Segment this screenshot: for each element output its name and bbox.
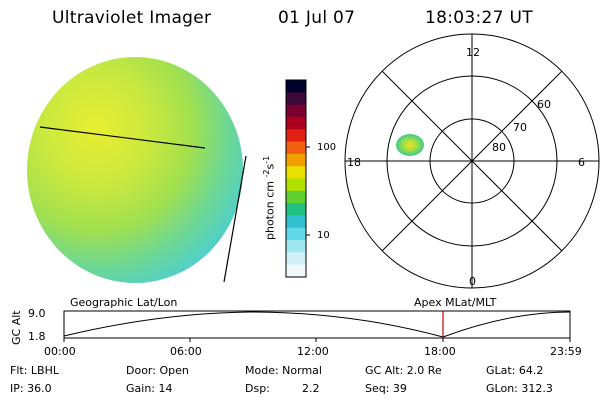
colorbar-swatch: [286, 178, 306, 192]
colorbar-swatch: [286, 141, 306, 155]
polar-plot: [344, 33, 600, 289]
time-tick-2359: 23:59: [550, 345, 582, 358]
polar-diagonal-2: [381, 70, 563, 252]
date-text: 01 Jul 07: [278, 8, 356, 28]
polar-label-12: 12: [466, 46, 480, 59]
glat-info: GLat: 64.2: [486, 364, 544, 377]
colorbar-swatch: [286, 129, 306, 143]
apex-label: Apex MLat/MLT: [414, 296, 497, 309]
colorbar-tick-100: 100: [317, 142, 337, 153]
polar-label-0: 0: [469, 275, 476, 288]
mode-info: Mode: Normal: [245, 364, 322, 377]
timeline-y-top: 9.0: [28, 307, 46, 320]
filter-info: Flt: LBHL: [10, 364, 59, 377]
time-tick-0600: 06:00: [170, 345, 202, 358]
colorbar-swatch: [286, 153, 306, 167]
time-tick-1800: 18:00: [424, 345, 456, 358]
time-tick-0000: 00:00: [44, 345, 76, 358]
ip-info: IP: 36.0: [10, 382, 52, 395]
auroral-spot: [396, 134, 424, 156]
door-info: Door: Open: [126, 364, 189, 377]
dsp-value: 2.2: [302, 382, 320, 395]
seq-info: Seq: 39: [365, 382, 407, 395]
instrument-title: Ultraviolet Imager: [52, 8, 212, 28]
colorbar-swatch: [286, 264, 306, 278]
glon-info: GLon: 312.3: [486, 382, 553, 395]
polar-label-80: 80: [492, 141, 506, 154]
geographic-label: Geographic Lat/Lon: [70, 296, 178, 309]
time-text: 18:03:27 UT: [425, 8, 533, 28]
terminator-line: [39, 126, 206, 149]
time-tick-1200: 12:00: [297, 345, 329, 358]
polar-label-70: 70: [513, 121, 527, 134]
colorbar-swatch: [286, 104, 306, 118]
gc-alt-axis-label: GC Alt: [10, 310, 23, 345]
colorbar-swatch: [286, 92, 306, 106]
timeline-frame: [63, 310, 571, 339]
colorbar: [285, 79, 310, 278]
timeline-panel: [63, 310, 571, 342]
polar-label-60: 60: [537, 98, 551, 111]
timeline-y-bottom: 1.8: [28, 330, 46, 343]
altitude-curve: [63, 311, 571, 338]
colorbar-swatch: [286, 227, 306, 241]
colorbar-swatch: [286, 203, 306, 217]
gc-alt-info: GC Alt: 2.0 Re: [365, 364, 442, 377]
polar-label-6: 6: [578, 156, 585, 169]
colorbar-swatch: [286, 252, 306, 266]
uv-image-panel: [27, 57, 247, 283]
colorbar-swatch: [286, 215, 306, 229]
colorbar-tick-10: 10: [317, 230, 330, 241]
colorbar-swatch: [286, 166, 306, 180]
polar-label-18: 18: [347, 156, 361, 169]
colorbar-swatch: [286, 240, 306, 253]
gain-info: Gain: 14: [126, 382, 173, 395]
earth-disk-image: [27, 57, 243, 283]
limb-line: [223, 155, 247, 283]
colorbar-frame: [285, 79, 307, 278]
colorbar-swatch: [286, 80, 306, 93]
colorbar-swatch: [286, 190, 306, 204]
colorbar-unit-label: photon cm -2s-1: [262, 155, 277, 240]
dsp-label: Dsp:: [245, 382, 270, 395]
colorbar-swatch: [286, 116, 306, 130]
